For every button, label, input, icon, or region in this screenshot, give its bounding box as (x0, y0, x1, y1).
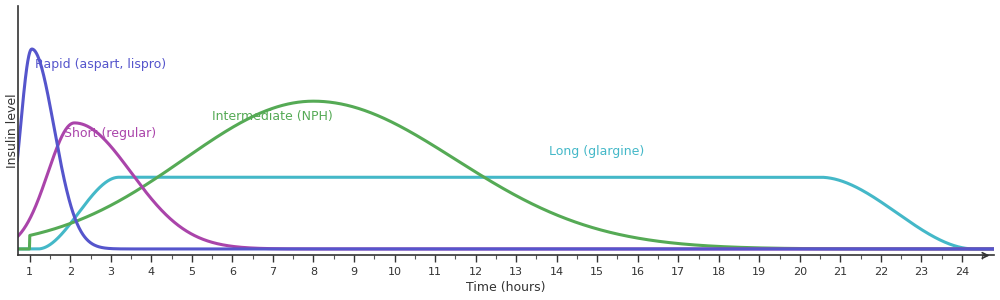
X-axis label: Time (hours): Time (hours) (466, 281, 546, 294)
Text: Short (regular): Short (regular) (64, 127, 156, 140)
Text: Rapid (aspart, lispro): Rapid (aspart, lispro) (35, 58, 166, 71)
Text: Long (glargine): Long (glargine) (549, 145, 644, 158)
Text: Intermediate (NPH): Intermediate (NPH) (212, 110, 333, 123)
Y-axis label: Insulin level: Insulin level (6, 93, 19, 168)
